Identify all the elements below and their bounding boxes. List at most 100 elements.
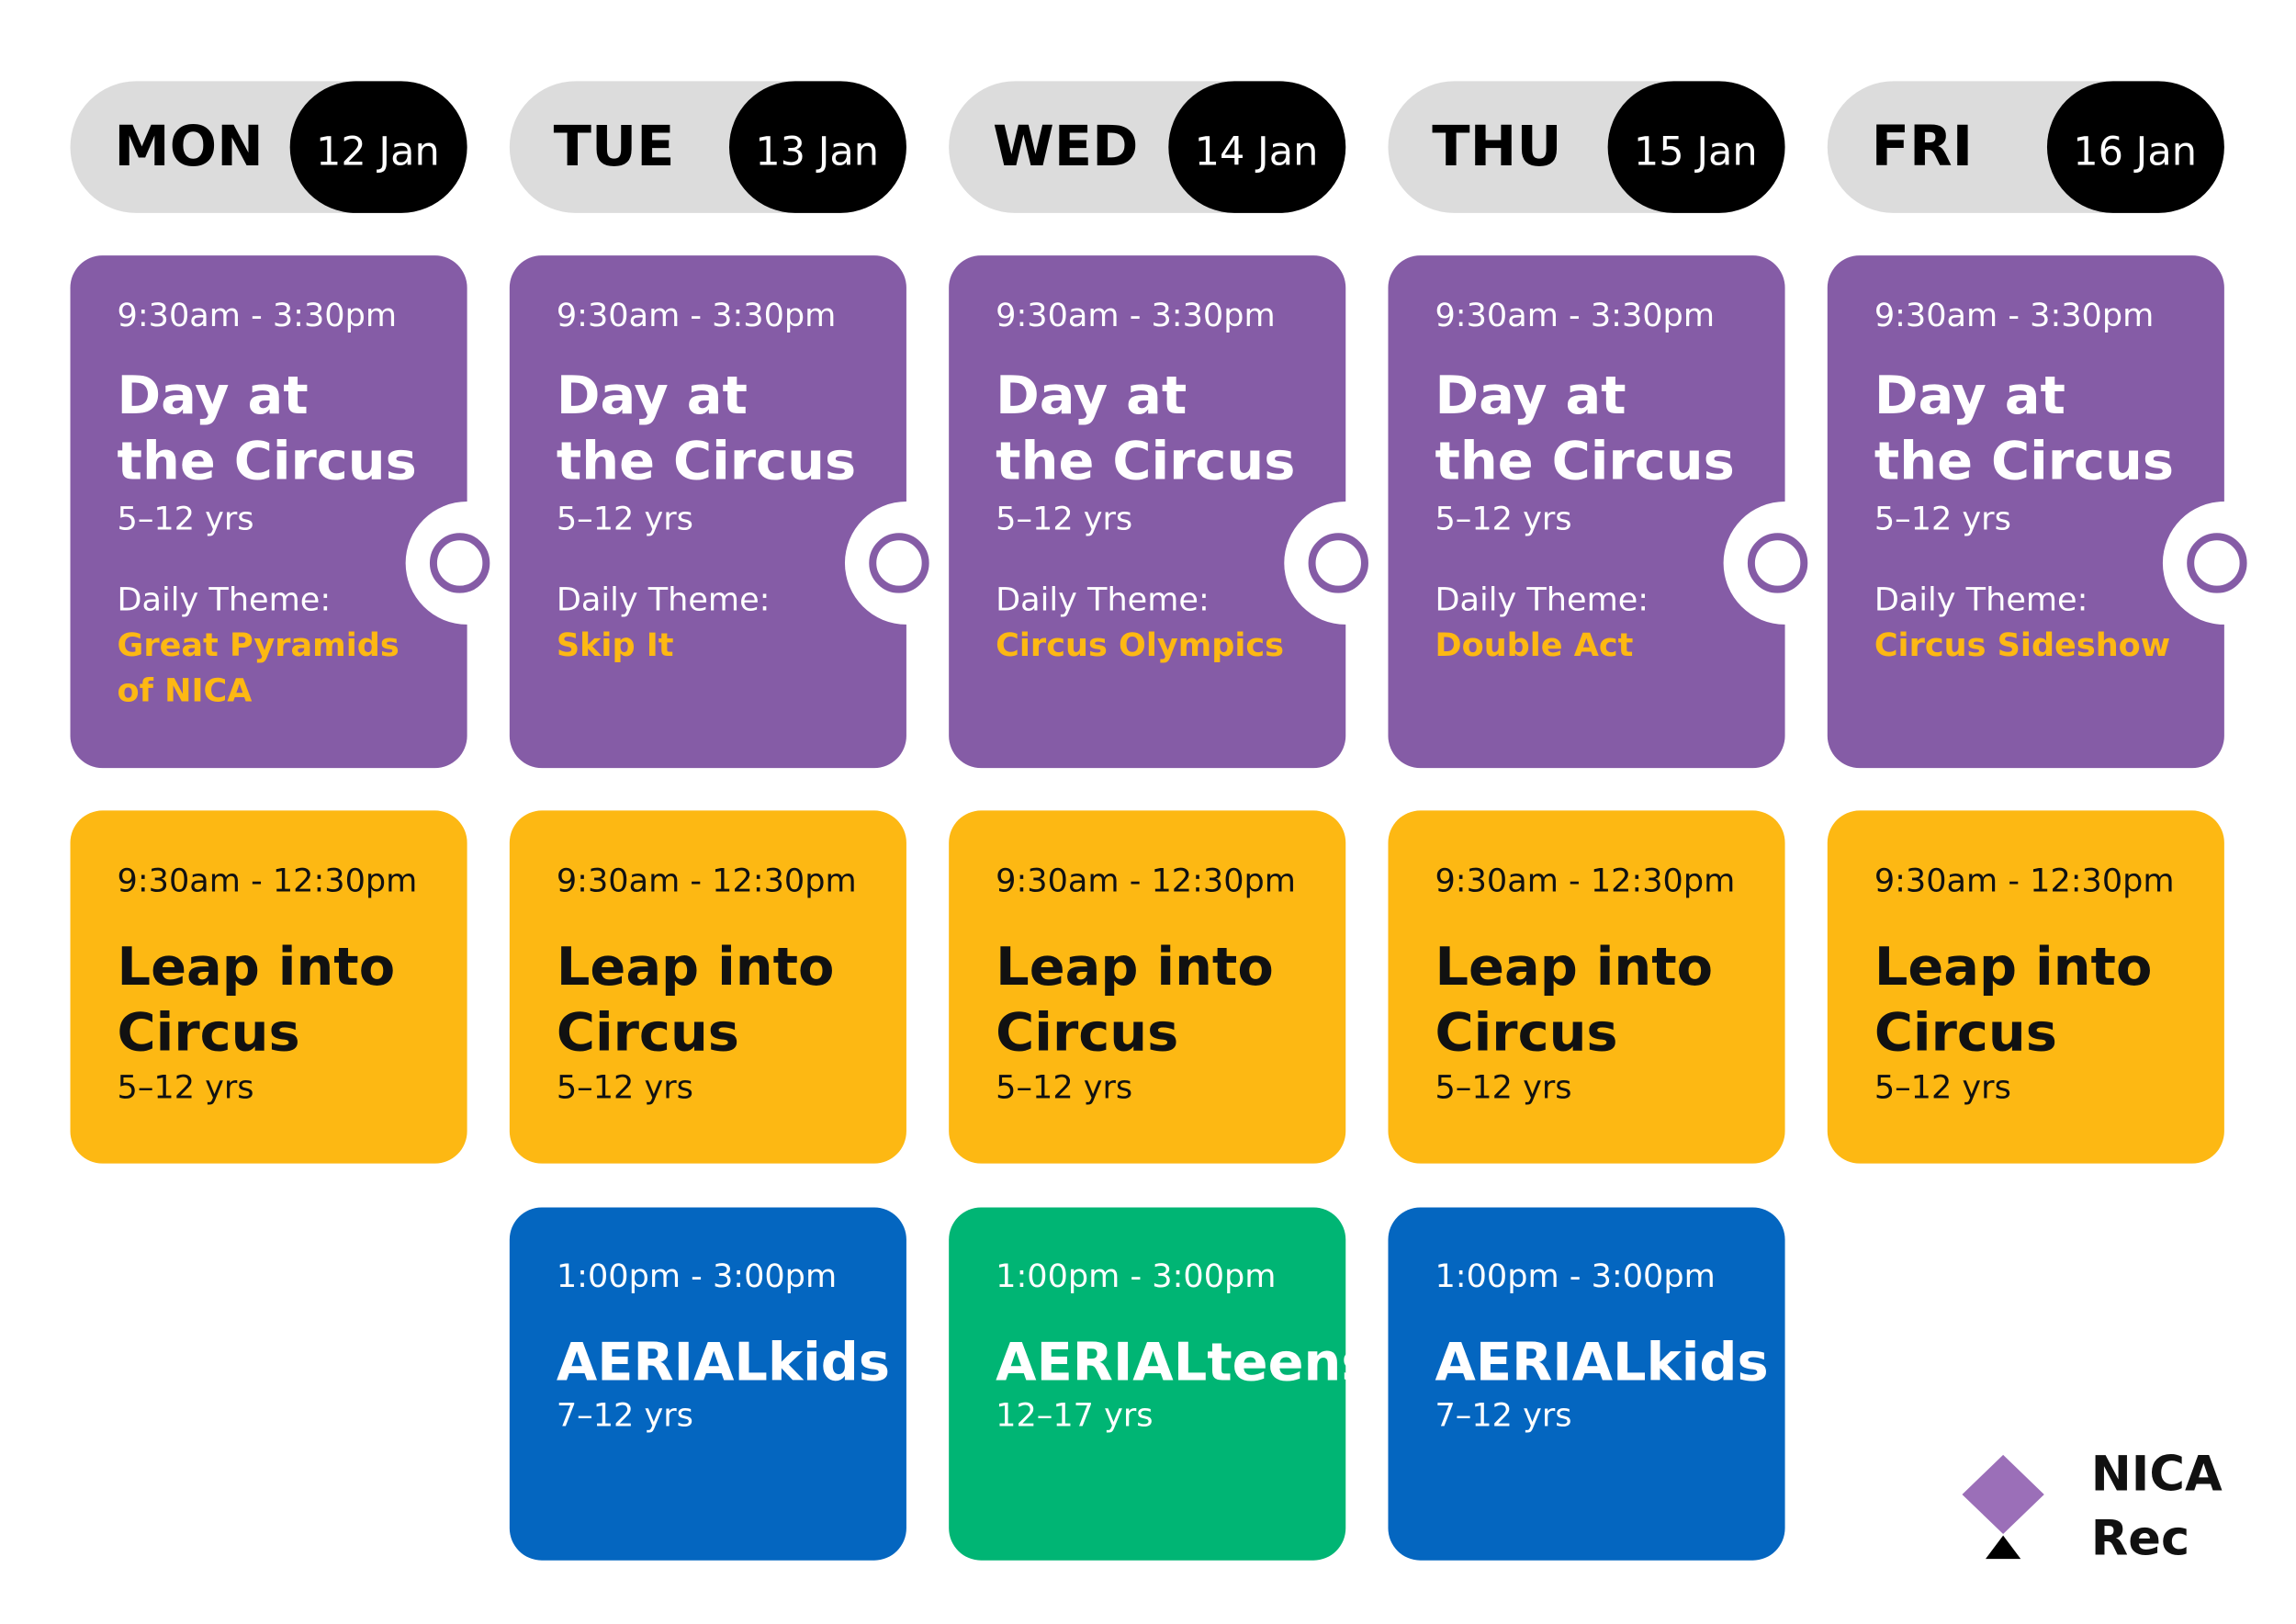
- theme-label: Daily Theme:: [1874, 581, 2088, 618]
- session-title: the Circus: [996, 431, 1295, 492]
- session-ages: 5–12 yrs: [557, 1068, 693, 1106]
- date-pill: [1607, 81, 1785, 213]
- session-time: 9:30am - 12:30pm: [996, 863, 1296, 900]
- card: [509, 810, 906, 1164]
- card: [70, 255, 467, 769]
- logo-diamond: [1962, 1454, 2044, 1535]
- card: [1388, 1207, 1785, 1561]
- session-title: the Circus: [1435, 431, 1735, 492]
- session-title: Day at: [118, 365, 309, 426]
- session-time: 9:30am - 12:30pm: [1874, 863, 2175, 900]
- session-title: Leap into: [1435, 936, 1714, 998]
- theme-label: Daily Theme:: [118, 581, 332, 618]
- session-title: Day at: [1435, 365, 1626, 426]
- card: [1388, 810, 1785, 1164]
- card: [1827, 255, 2224, 769]
- session-time: 1:00pm - 3:00pm: [1435, 1257, 1716, 1295]
- date-label: 13 Jan: [755, 130, 879, 175]
- card: [949, 1207, 1346, 1561]
- theme-icon-glyph: [869, 533, 929, 593]
- card: [949, 255, 1346, 769]
- date-label: 16 Jan: [2073, 130, 2197, 175]
- theme-icon-glyph: [1308, 533, 1368, 593]
- day-label: WED: [993, 115, 1139, 179]
- theme-icon: [2162, 501, 2286, 625]
- session-time: 9:30am - 3:30pm: [557, 297, 836, 334]
- theme-icon: [844, 501, 968, 625]
- theme-name: Circus Sideshow: [1874, 626, 2170, 664]
- card: [1388, 255, 1785, 769]
- session-title: AERIALkids: [1435, 1331, 1769, 1393]
- session-title: Circus: [1435, 1002, 1618, 1064]
- theme-label: Daily Theme:: [996, 581, 1210, 618]
- theme-icon: [1723, 501, 1847, 625]
- session-time: 9:30am - 12:30pm: [118, 863, 418, 900]
- session-time: 9:30am - 3:30pm: [1435, 297, 1715, 334]
- session-title: AERIALteens: [996, 1331, 1372, 1393]
- session-title: the Circus: [1874, 431, 2174, 492]
- theme-name: Circus Olympics: [996, 626, 1284, 664]
- session-title: Day at: [1874, 365, 2065, 426]
- session-title: Day at: [557, 365, 748, 426]
- session-time: 9:30am - 3:30pm: [118, 297, 397, 334]
- theme-icon: [1284, 501, 1408, 625]
- session-time: 1:00pm - 3:00pm: [996, 1257, 1276, 1295]
- session-ages: 7–12 yrs: [557, 1396, 693, 1434]
- session-time: 9:30am - 12:30pm: [557, 863, 857, 900]
- theme-icon-glyph: [429, 533, 490, 593]
- date-label: 14 Jan: [1195, 130, 1319, 175]
- theme-icon-glyph: [2187, 533, 2247, 593]
- logo-text: Rec: [2091, 1511, 2189, 1567]
- date-pill: [1168, 81, 1346, 213]
- session-title: Day at: [996, 365, 1187, 426]
- card: [1827, 810, 2224, 1164]
- session-ages: 12–17 yrs: [996, 1396, 1153, 1434]
- logo-text: NICA: [2091, 1446, 2223, 1502]
- session-time: 9:30am - 12:30pm: [1435, 863, 1736, 900]
- theme-label: Daily Theme:: [557, 581, 771, 618]
- session-ages: 7–12 yrs: [1435, 1396, 1572, 1434]
- session-ages: 5–12 yrs: [1435, 501, 1572, 538]
- day-label: FRI: [1872, 115, 1974, 179]
- day-label: MON: [114, 115, 263, 179]
- theme-icon-glyph: [1747, 533, 1808, 593]
- session-title: Circus: [118, 1002, 300, 1064]
- session-title: Circus: [1874, 1002, 2057, 1064]
- session-ages: 5–12 yrs: [1874, 1068, 2011, 1106]
- session-time: 9:30am - 3:30pm: [1874, 297, 2154, 334]
- session-title: Circus: [557, 1002, 739, 1064]
- theme-name: Great Pyramids: [118, 626, 400, 664]
- date-pill: [2046, 81, 2224, 213]
- theme-label: Daily Theme:: [1435, 581, 1649, 618]
- session-title: Leap into: [1874, 936, 2153, 998]
- logo-triangle: [1985, 1535, 2021, 1560]
- day-label: THU: [1432, 115, 1561, 179]
- session-time: 1:00pm - 3:00pm: [557, 1257, 837, 1295]
- session-time: 9:30am - 3:30pm: [996, 297, 1275, 334]
- card: [509, 255, 906, 769]
- session-title: the Circus: [118, 431, 417, 492]
- session-title: Circus: [996, 1002, 1178, 1064]
- date-pill: [729, 81, 906, 213]
- card: [70, 810, 467, 1164]
- date-label: 15 Jan: [1634, 130, 1758, 175]
- date-label: 12 Jan: [316, 130, 440, 175]
- session-ages: 5–12 yrs: [996, 501, 1132, 538]
- session-ages: 5–12 yrs: [1435, 1068, 1572, 1106]
